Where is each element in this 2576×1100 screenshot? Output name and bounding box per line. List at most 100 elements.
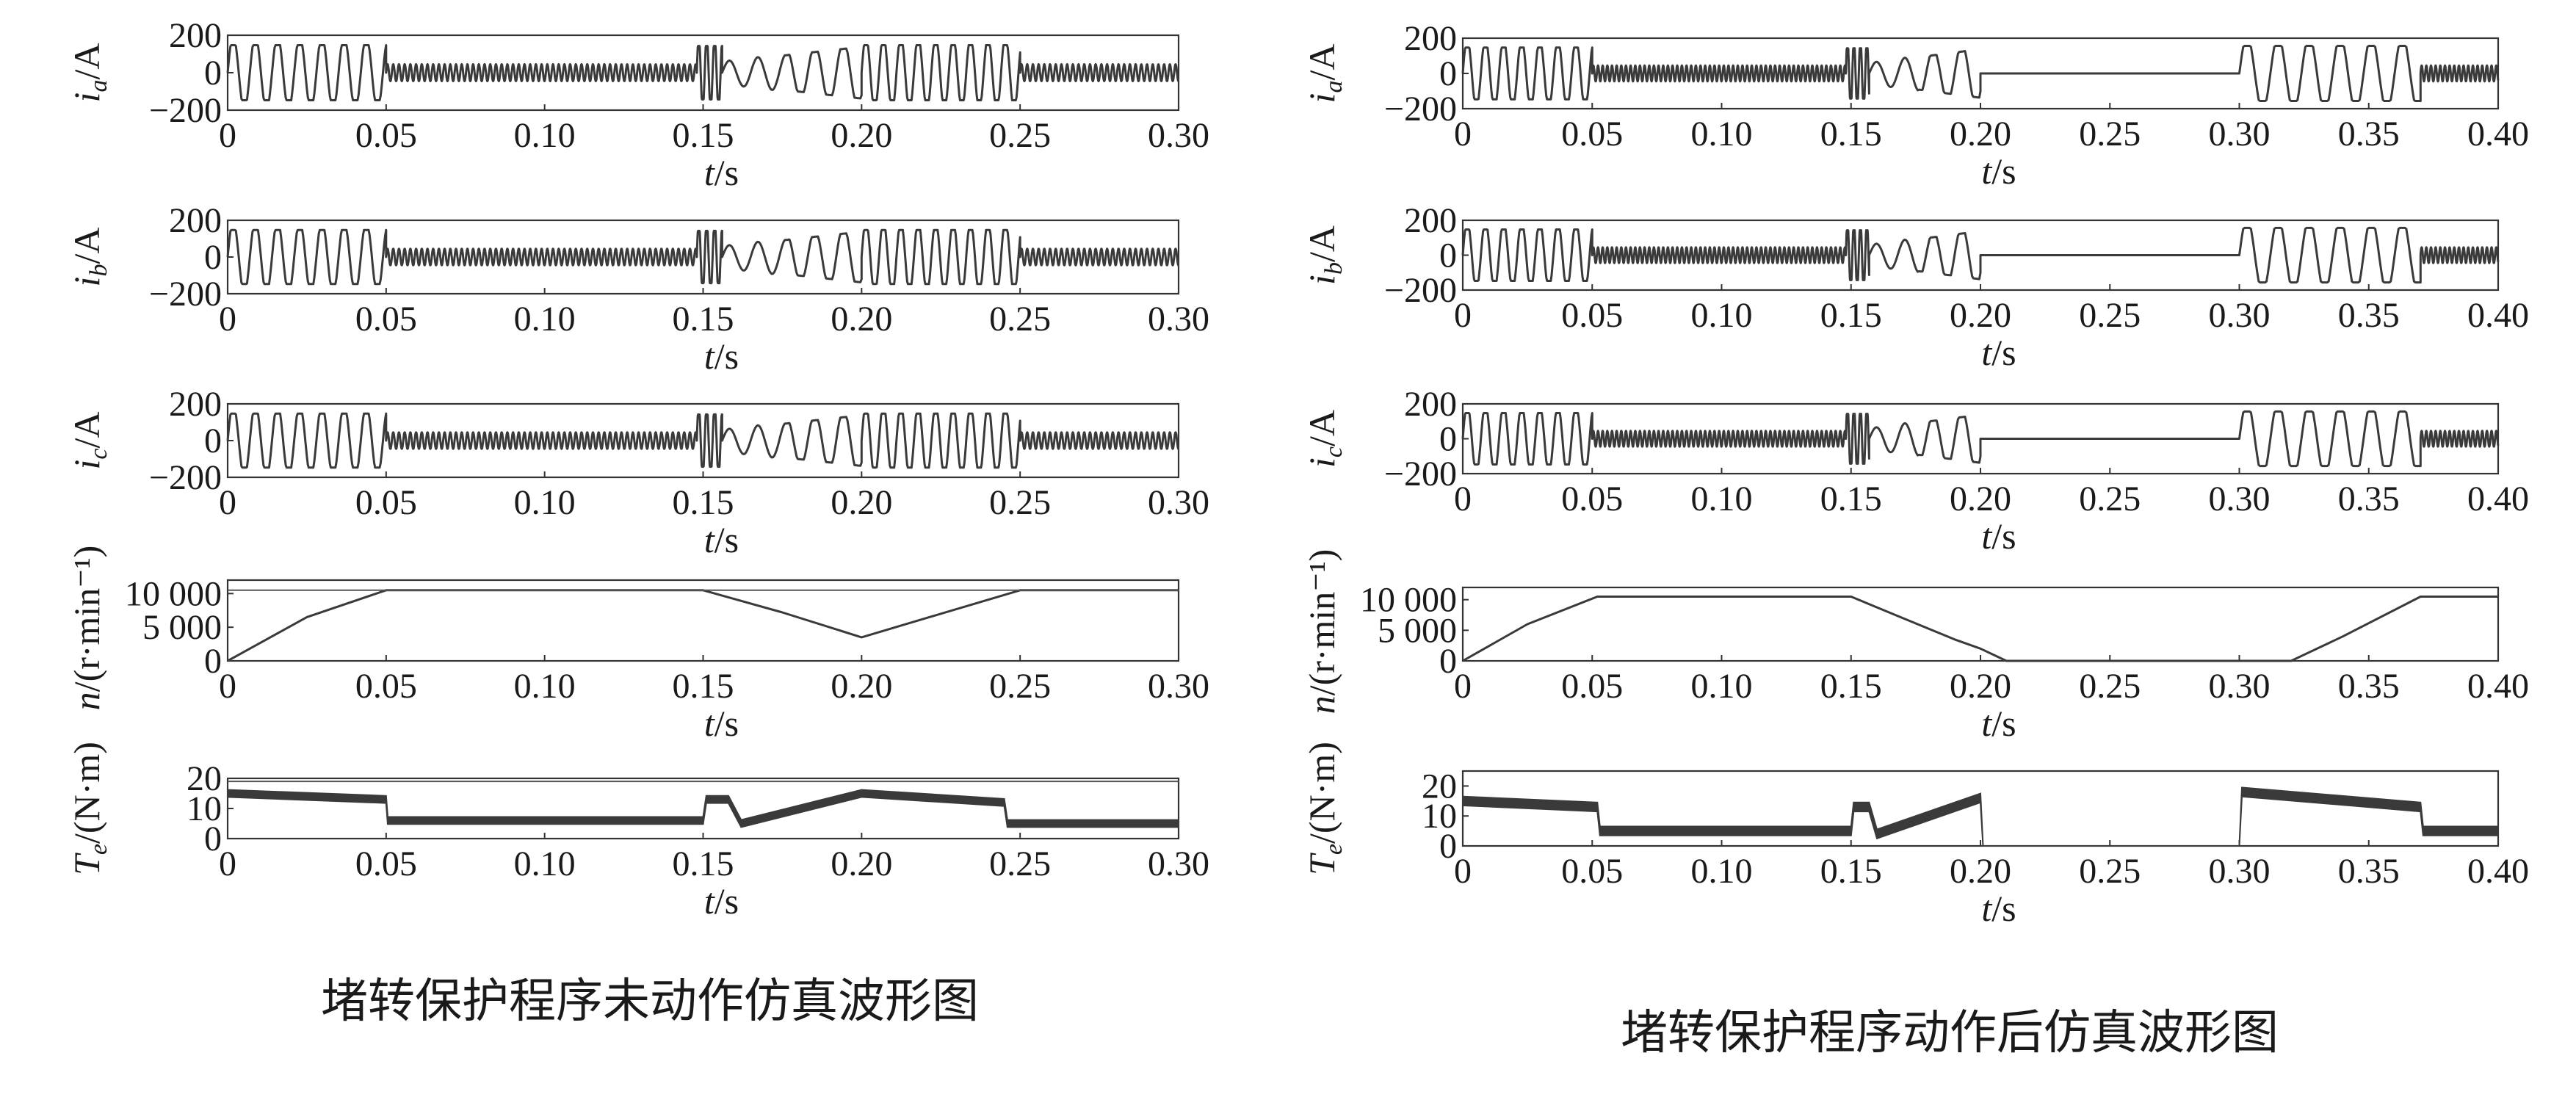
right-ib-xtick-label: 0.35 bbox=[2338, 296, 2400, 335]
left-Te-xtick-label: 0.20 bbox=[831, 844, 892, 883]
right-n-xtick-label: 0.10 bbox=[1691, 667, 1753, 706]
left-n-ytick-label: 0 bbox=[204, 642, 222, 681]
right-ic-xtick-label: 0 bbox=[1454, 480, 1472, 518]
left-ib-ylabel: ib/A bbox=[66, 228, 112, 287]
left-Te-xtick-label: 0.30 bbox=[1148, 844, 1209, 883]
right-ia-ytick-label: 200 bbox=[1404, 19, 1457, 58]
right-chart-group: 0 0.05 0.10 0.15 0.20 0.25 0.30 0.35 0.40t/s2000… bbox=[1301, 19, 2529, 929]
left-n-xtick-label: 0.05 bbox=[355, 667, 417, 706]
left-n-xlabel: t/s bbox=[704, 703, 739, 744]
right-n-ytick-label: 0 bbox=[1439, 642, 1457, 681]
right-n-ytick-label: 10 000 bbox=[1360, 581, 1457, 620]
right-ia-xtick-label: 0.05 bbox=[1561, 115, 1623, 153]
right-ic-ytick-label: 0 bbox=[1439, 420, 1457, 459]
right-ib-xtick-label: 0.40 bbox=[2467, 296, 2529, 335]
left-ia-ytick-label: 0 bbox=[204, 54, 222, 93]
left-ic-ytick-label: 0 bbox=[204, 421, 222, 460]
right-Te-xtick-label: 0.10 bbox=[1691, 852, 1753, 891]
left-n-ytick-label: 10 000 bbox=[125, 574, 222, 613]
left-ia-current-trace bbox=[226, 44, 1180, 101]
right-n-xtick-label: 0.30 bbox=[2209, 667, 2271, 706]
right-n-ylabel: n/(r·min⁻¹) bbox=[1301, 549, 1342, 714]
right-ia-xtick-label: 0.15 bbox=[1820, 115, 1882, 153]
right-ic-xtick-label: 0.40 bbox=[2467, 480, 2529, 518]
right-ic-ylabel: ic/A bbox=[1301, 410, 1347, 468]
left-ib-xtick-label: 0.10 bbox=[514, 300, 576, 339]
left-ib-current-trace bbox=[226, 228, 1180, 286]
right-ic-xtick-label: 0.20 bbox=[1950, 480, 2011, 518]
left-ib-xtick-label: 0.25 bbox=[989, 300, 1051, 339]
right-Te-xlabel: t/s bbox=[1981, 888, 2016, 929]
right-caption: 堵转保护程序动作后仿真波形图 bbox=[1621, 1006, 2279, 1060]
left-ia-xtick-label: 0.25 bbox=[989, 116, 1051, 155]
right-Te-xtick-label: 0.40 bbox=[2467, 852, 2529, 891]
left-ic-xlabel: t/s bbox=[704, 519, 739, 560]
left-Te-xtick-label: 0.10 bbox=[514, 844, 576, 883]
left-ib-xtick-label: 0.15 bbox=[673, 300, 734, 339]
left-ic-ylabel: ic/A bbox=[66, 412, 112, 470]
right-Te-xtick-label: 0 bbox=[1454, 852, 1472, 891]
left-n-xtick-label: 0.30 bbox=[1148, 667, 1209, 706]
left-ic-ytick-label: −200 bbox=[149, 458, 222, 497]
left-Te-torque-band bbox=[227, 789, 1179, 828]
left-Te-ytick-label: 10 bbox=[187, 789, 222, 828]
right-panel-ia: 0 0.05 0.10 0.15 0.20 0.25 0.30 0.35 0.40t/s2000… bbox=[1301, 19, 2529, 192]
left-ib-xtick-label: 0.30 bbox=[1148, 300, 1209, 339]
right-ic-ytick-label: 200 bbox=[1404, 385, 1457, 424]
right-n-xtick-label: 0.35 bbox=[2338, 667, 2400, 706]
right-Te-ylabel: Te/(N·m) bbox=[1301, 742, 1347, 875]
left-ic-current-trace bbox=[226, 412, 1180, 469]
right-ib-xtick-label: 0 bbox=[1454, 296, 1472, 335]
right-ic-xtick-label: 0.05 bbox=[1561, 480, 1623, 518]
left-n-xtick-label: 0.20 bbox=[831, 667, 892, 706]
right-n-xlabel: t/s bbox=[1981, 703, 2016, 744]
left-ib-xtick-label: 0.05 bbox=[355, 300, 417, 339]
left-ia-xlabel: t/s bbox=[704, 152, 739, 193]
left-ia-ytick-label: 200 bbox=[169, 16, 222, 55]
right-ib-ylabel: ib/A bbox=[1301, 225, 1347, 285]
left-ib-ytick-label: −200 bbox=[149, 275, 222, 314]
left-ib-ytick-label: 0 bbox=[204, 238, 222, 277]
right-ic-current-trace bbox=[1461, 410, 2500, 468]
left-n-xtick-label: 0.25 bbox=[989, 667, 1051, 706]
right-ic-xtick-label: 0.10 bbox=[1691, 480, 1753, 518]
right-n-xtick-label: 0.05 bbox=[1561, 667, 1623, 706]
right-ib-xtick-label: 0.05 bbox=[1561, 296, 1623, 335]
right-ib-xtick-label: 0.30 bbox=[2209, 296, 2271, 335]
right-ic-xtick-label: 0.15 bbox=[1820, 480, 1882, 518]
right-ia-xtick-label: 0.30 bbox=[2209, 115, 2271, 153]
right-ic-xtick-label: 0.25 bbox=[2079, 480, 2141, 518]
right-Te-ytick-label: 20 bbox=[1422, 767, 1457, 806]
left-ia-xtick-label: 0 bbox=[219, 116, 236, 155]
right-ib-ytick-label: 200 bbox=[1404, 201, 1457, 240]
right-Te-xtick-label: 0.05 bbox=[1561, 852, 1623, 891]
left-n-axes-frame bbox=[226, 579, 1180, 662]
right-panel-ib: 0 0.05 0.10 0.15 0.20 0.25 0.30 0.35 0.40t/s2000… bbox=[1301, 201, 2529, 373]
right-ia-ylabel: ia/A bbox=[1301, 44, 1347, 104]
left-n-xtick-label: 0.15 bbox=[673, 667, 734, 706]
right-ib-ytick-label: 0 bbox=[1439, 236, 1457, 275]
left-ia-xtick-label: 0.10 bbox=[514, 116, 576, 155]
left-n-speed-trace bbox=[227, 589, 1179, 662]
right-panel-ic: 0 0.05 0.10 0.15 0.20 0.25 0.30 0.35 0.40t/s2000… bbox=[1301, 385, 2529, 557]
left-Te-axes-frame bbox=[226, 777, 1180, 840]
right-ib-xlabel: t/s bbox=[1981, 332, 2016, 373]
right-ib-current-trace bbox=[1461, 226, 2500, 284]
left-ia-xtick-label: 0.20 bbox=[831, 116, 892, 155]
left-Te-ytick-label: 20 bbox=[187, 759, 222, 798]
left-Te-ylabel: Te/(N·m) bbox=[66, 742, 112, 875]
right-Te-ytick-label: 0 bbox=[1439, 827, 1457, 866]
left-n-ylabel: n/(r·min⁻¹) bbox=[66, 546, 107, 711]
left-ic-ytick-label: 200 bbox=[169, 385, 222, 424]
left-ia-xtick-label: 0.05 bbox=[355, 116, 417, 155]
right-n-xtick-label: 0.25 bbox=[2079, 667, 2141, 706]
right-ic-xlabel: t/s bbox=[1981, 515, 2016, 557]
right-ib-xtick-label: 0.10 bbox=[1691, 296, 1753, 335]
right-ib-xtick-label: 0.25 bbox=[2079, 296, 2141, 335]
left-ic-xtick-label: 0.25 bbox=[989, 483, 1051, 522]
left-ia-xtick-label: 0.30 bbox=[1148, 116, 1209, 155]
